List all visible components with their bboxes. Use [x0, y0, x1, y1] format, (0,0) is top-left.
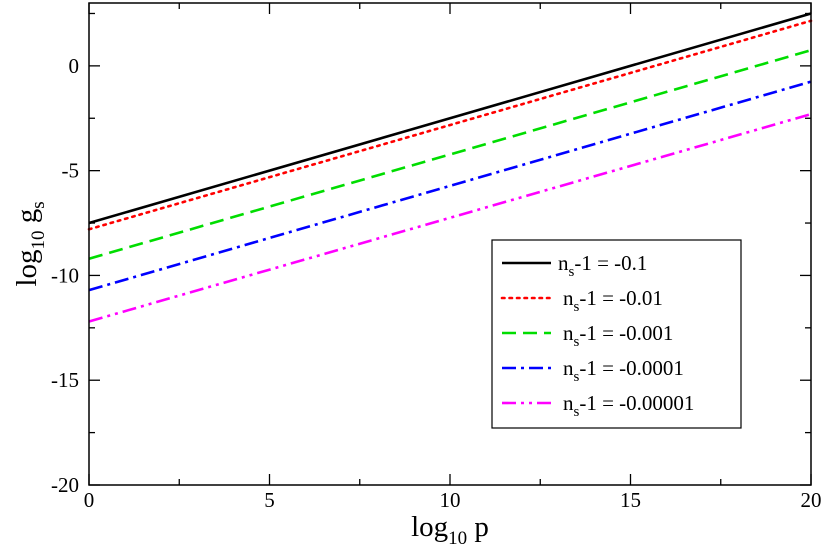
legend-label-3: ns-1 = -0.001 [563, 321, 673, 350]
legend-label-5: ns-1 = -0.00001 [563, 391, 694, 420]
legend-label-2: ns-1 = -0.01 [563, 286, 663, 315]
series-line-1 [88, 12, 812, 225]
x-tick-label: 20 [801, 488, 822, 512]
y-axis-title-base: log [11, 250, 43, 287]
x-tick-label: 5 [264, 488, 275, 512]
x-axis-title-subscript: 10 [448, 528, 467, 549]
x-tick-label: 0 [84, 488, 95, 512]
x-tick-label: 10 [440, 488, 461, 512]
legend-label-1: ns-1 = -0.1 [558, 251, 647, 280]
series-line-5 [88, 112, 812, 323]
series-line-4 [88, 80, 812, 292]
y-axis-title: log10 gs [11, 201, 49, 286]
x-axis-title-rest: p [467, 511, 489, 543]
legend-label-4: ns-1 = -0.0001 [563, 356, 684, 385]
y-tick-label: -5 [62, 159, 80, 183]
series-line-3 [88, 48, 812, 260]
x-axis-title: log10 p [411, 511, 489, 549]
y-tick-label: 0 [69, 54, 80, 78]
y-tick-label: -10 [51, 263, 79, 287]
tick-labels: 0 5 10 15 20 -20 -15 -10 -5 0 [51, 54, 822, 512]
series-layer [87, 12, 813, 323]
y-tick-label: -20 [51, 473, 79, 497]
y-tick-label: -15 [51, 368, 79, 392]
legend: ns-1 = -0.1 ns-1 = -0.01 ns-1 = -0.001 ns-1… [491, 239, 742, 429]
x-axis-title-base: log [411, 511, 448, 543]
y-axis-title-rest: g [11, 209, 43, 231]
x-tick-label: 15 [620, 488, 641, 512]
y-axis-title-subscript2: s [28, 201, 49, 208]
y-axis-title-subscript: 10 [28, 231, 49, 250]
ticks-layer [88, 3, 812, 486]
series-line-2 [87, 19, 813, 231]
